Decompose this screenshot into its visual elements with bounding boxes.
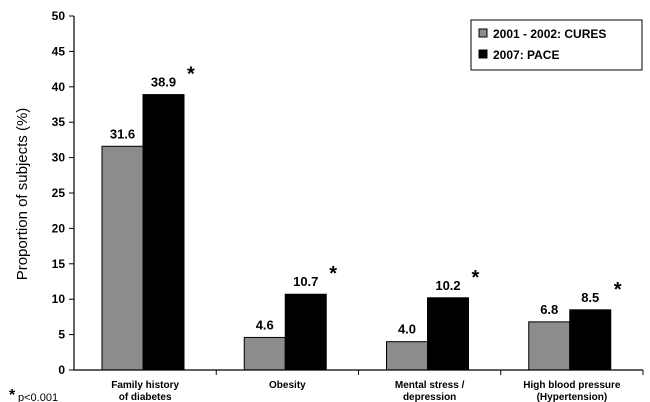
y-axis-ticks: 0 5 10 15 20 25 30 35 40 45 50 bbox=[52, 9, 74, 377]
legend: 2001 - 2002: CURES 2007: PACE bbox=[470, 19, 643, 71]
data-label: 4.6 bbox=[256, 317, 274, 332]
y-tick-label: 35 bbox=[52, 115, 66, 129]
bar-pace bbox=[427, 297, 469, 371]
significance-marker: * bbox=[614, 279, 622, 301]
bars: 31.6 38.9 * 4.6 10.7 * 4.0 10.2 * 6.8 8.5 * bbox=[101, 64, 622, 371]
footnote-text: p<0.001 bbox=[18, 392, 58, 402]
y-tick-label: 45 bbox=[52, 44, 66, 58]
axes bbox=[73, 16, 644, 375]
legend-label-pace: 2007: PACE bbox=[493, 48, 559, 62]
category-label: of diabetes bbox=[119, 392, 172, 402]
category-label: Obesity bbox=[269, 380, 306, 391]
category-label: Family history bbox=[111, 380, 179, 391]
bar-cures bbox=[243, 336, 286, 371]
legend-swatch-pace bbox=[478, 49, 488, 59]
y-tick-label: 40 bbox=[52, 80, 66, 94]
category-label: Mental stress / bbox=[395, 380, 465, 391]
category-label: (Hypertension) bbox=[537, 392, 608, 402]
legend-box bbox=[470, 19, 643, 71]
significance-marker: * bbox=[187, 64, 195, 86]
significance-marker: * bbox=[329, 263, 337, 285]
bar-pace bbox=[284, 293, 327, 371]
bar-cures bbox=[528, 321, 571, 371]
data-label: 6.8 bbox=[540, 302, 558, 317]
y-tick-label: 20 bbox=[52, 221, 66, 235]
significance-marker: * bbox=[472, 267, 480, 289]
data-label: 8.5 bbox=[581, 290, 599, 305]
legend-label-cures: 2001 - 2002: CURES bbox=[493, 27, 606, 41]
data-label: 10.2 bbox=[435, 278, 460, 293]
y-tick-label: 0 bbox=[58, 363, 65, 377]
data-label: 38.9 bbox=[151, 75, 176, 90]
bar-pace bbox=[569, 309, 612, 371]
bar-cures bbox=[101, 145, 144, 371]
y-tick-label: 50 bbox=[52, 9, 66, 23]
bar-pace bbox=[142, 94, 185, 371]
category-label: depression bbox=[403, 392, 456, 402]
data-label: 10.7 bbox=[293, 274, 318, 289]
category-label: High blood pressure bbox=[523, 380, 621, 391]
legend-swatch-cures bbox=[478, 28, 488, 38]
y-tick-label: 25 bbox=[52, 186, 66, 200]
data-label: 31.6 bbox=[110, 126, 135, 141]
y-tick-label: 15 bbox=[52, 257, 66, 271]
y-axis-label: Proportion of subjects (%) bbox=[14, 108, 31, 281]
bar-cures bbox=[386, 341, 428, 371]
y-tick-label: 10 bbox=[52, 292, 66, 306]
data-label: 4.0 bbox=[398, 322, 416, 337]
y-tick-label: 30 bbox=[52, 151, 66, 165]
footnote-symbol: * bbox=[9, 387, 16, 402]
y-tick-label: 5 bbox=[58, 328, 65, 342]
